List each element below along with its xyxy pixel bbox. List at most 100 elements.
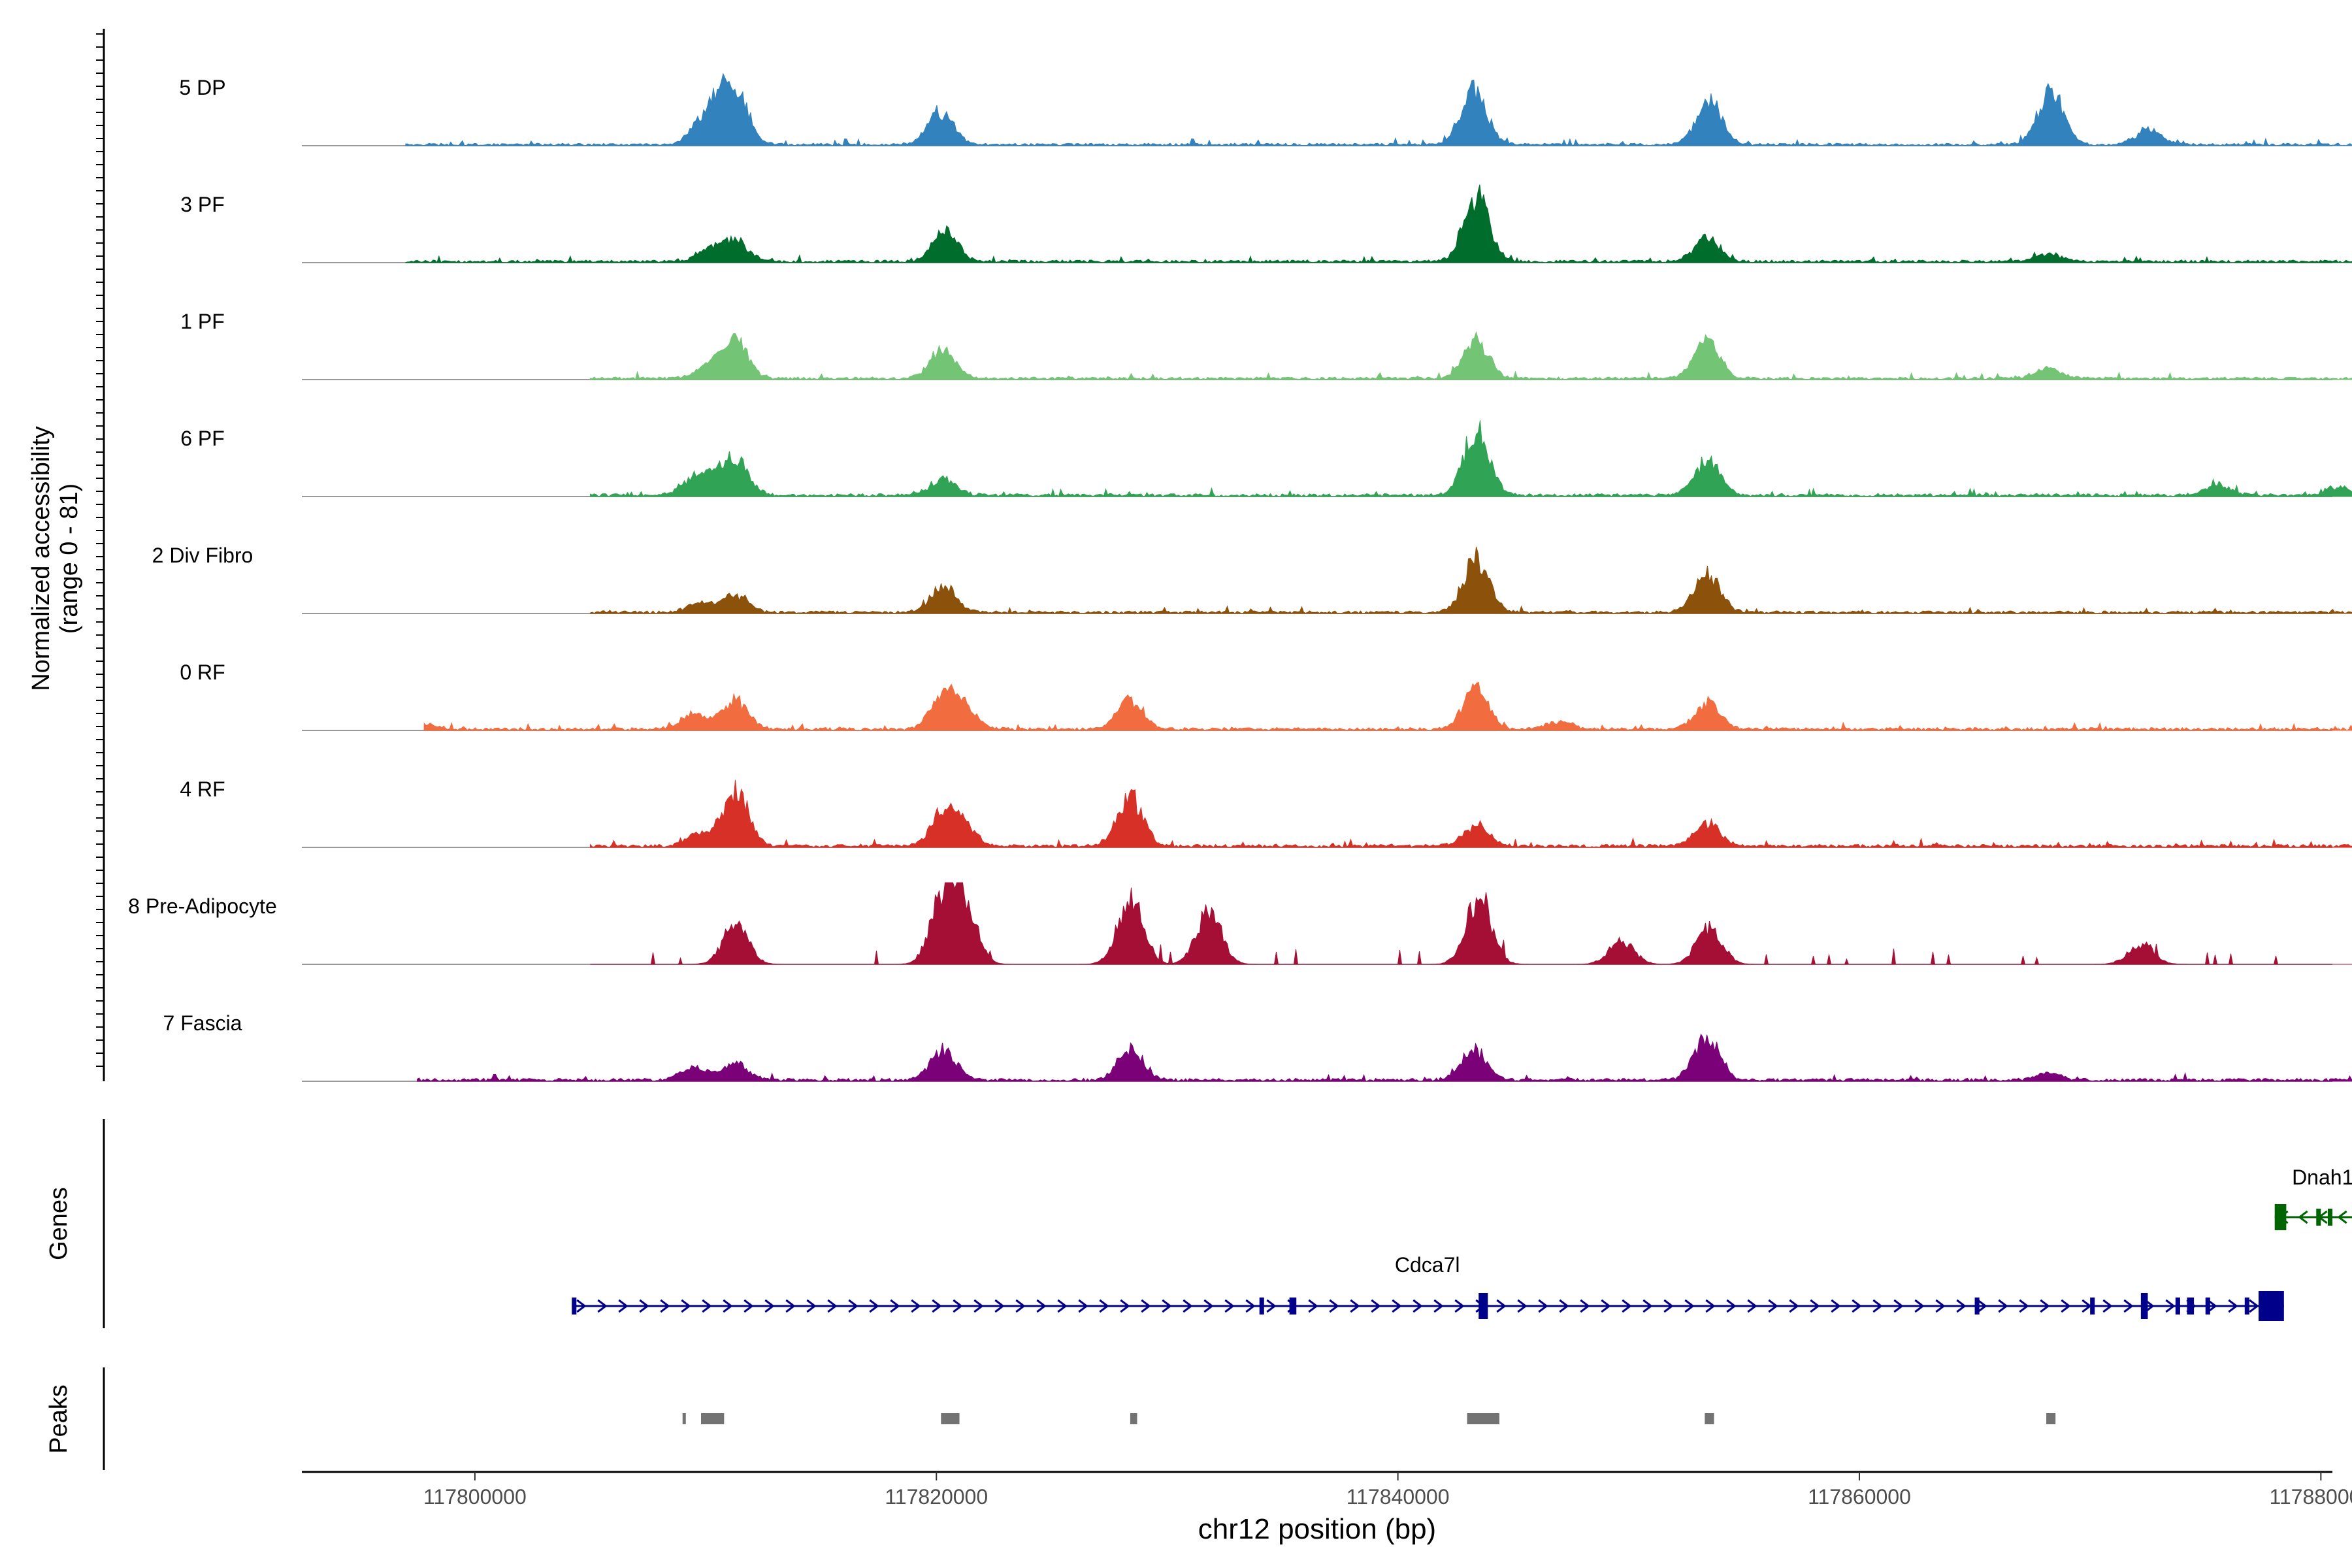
strand-chevron (639, 1299, 649, 1313)
strand-chevron (1810, 1299, 1820, 1313)
coverage-track: 2 Div Fibro (152, 544, 2352, 614)
coverage-area (590, 420, 2352, 498)
strand-chevron (1517, 1299, 1527, 1313)
coverage-tracks: 5 DP 3 PF 1 PF 6 PF 2 Div Fibro 0 RF 4 RF 8 Pre… (128, 73, 2352, 1082)
strand-chevron (2019, 1299, 2029, 1313)
strand-chevron (1559, 1299, 1569, 1313)
strand-chevron (1601, 1299, 1611, 1313)
strand-chevron (723, 1299, 733, 1313)
coverage-area (405, 73, 2352, 146)
strand-chevron (2165, 1299, 2176, 1313)
gene-model: Dnah11 (2274, 1166, 2352, 1230)
gene-exon (2205, 1298, 2210, 1315)
gene-exon (1289, 1298, 1297, 1315)
strand-chevron (1977, 1299, 1987, 1313)
strand-chevron (2249, 1299, 2259, 1313)
strand-chevron (1496, 1299, 1507, 1313)
strand-chevron (1224, 1299, 1235, 1313)
genes-track-label: Genes (45, 1187, 73, 1260)
strand-chevron (1789, 1299, 1799, 1313)
strand-chevron (1413, 1299, 1423, 1313)
coverage-area (423, 682, 2352, 731)
strand-chevron (681, 1299, 691, 1313)
track-label: 1 PF (180, 310, 225, 333)
strand-chevron (1120, 1299, 1130, 1313)
strand-chevron (1203, 1299, 1214, 1313)
coverage-track: 7 Fascia (163, 1011, 2352, 1082)
strand-chevron (1831, 1299, 1841, 1313)
track-label: 0 RF (180, 661, 225, 684)
strand-chevron (1580, 1299, 1590, 1313)
strand-chevron (785, 1299, 796, 1313)
strand-chevron (1956, 1299, 1967, 1313)
coverage-track: 0 RF (180, 661, 2352, 731)
coverage-track: 8 Pre-Adipocyte (128, 882, 2352, 965)
peaks-track (682, 1413, 2056, 1424)
gene-exon (2244, 1298, 2249, 1315)
track-label: 2 Div Fibro (152, 544, 253, 567)
gene-label: Cdca7l (1395, 1253, 1460, 1277)
strand-chevron (994, 1299, 1005, 1313)
strand-chevron (1893, 1299, 1904, 1313)
strand-chevron (1371, 1299, 1381, 1313)
coverage-area (590, 546, 2352, 614)
gene-exon (572, 1298, 577, 1315)
coverage-track: 3 PF (180, 184, 2352, 263)
strand-chevron (2207, 1299, 2217, 1313)
gene-exon (2140, 1293, 2148, 1319)
strand-chevron (1747, 1299, 1757, 1313)
track-label: 3 PF (180, 193, 225, 216)
strand-chevron (576, 1299, 587, 1313)
gene-annotation-track: Cdca7l Dnah11 (572, 1166, 2352, 1321)
strand-chevron (1998, 1299, 2008, 1313)
strand-chevron (1433, 1299, 1444, 1313)
coverage-area (417, 1033, 2352, 1082)
peak-region (701, 1413, 725, 1424)
x-tick-label: 117800000 (423, 1485, 527, 1509)
x-tick-label: 117820000 (885, 1485, 988, 1509)
strand-chevron (1768, 1299, 1778, 1313)
track-label: 7 Fascia (163, 1011, 242, 1035)
strand-chevron (973, 1299, 984, 1313)
coverage-area (590, 882, 2352, 965)
strand-chevron (1350, 1299, 1360, 1313)
gene-exon (2258, 1291, 2284, 1321)
strand-chevron (1705, 1299, 1716, 1313)
gene-exon (2090, 1298, 2095, 1315)
y-axis-label-line1: Normalized accessibility (27, 426, 55, 691)
x-axis-label: chr12 position (bp) (1198, 1513, 1436, 1545)
x-tick-label: 117880000 (2269, 1485, 2352, 1509)
strand-chevron (869, 1299, 879, 1313)
strand-chevron (1245, 1299, 1256, 1313)
gene-exon (2175, 1298, 2180, 1315)
strand-chevron (702, 1299, 712, 1313)
strand-chevron (1642, 1299, 1653, 1313)
strand-chevron (1538, 1299, 1548, 1313)
peak-region (1130, 1413, 1137, 1424)
strand-chevron (1099, 1299, 1109, 1313)
strand-chevron (1078, 1299, 1088, 1313)
strand-chevron (2102, 1299, 2113, 1313)
coverage-area (405, 184, 2352, 263)
strand-chevron (2337, 1210, 2347, 1224)
strand-chevron (1663, 1299, 1674, 1313)
gene-exon (2274, 1204, 2287, 1230)
track-label: 5 DP (179, 76, 225, 99)
peak-region (941, 1413, 960, 1424)
strand-chevron (618, 1299, 629, 1313)
coverage-track: 5 DP (179, 73, 2352, 146)
x-tick-label: 117840000 (1347, 1485, 1450, 1509)
strand-chevron (848, 1299, 858, 1313)
strand-chevron (1141, 1299, 1151, 1313)
strand-chevron (1935, 1299, 1946, 1313)
strand-chevron (1162, 1299, 1172, 1313)
x-axis-ticks: 117800000 117820000 117840000 117860000 1178… (423, 1472, 2352, 1509)
peak-region (1705, 1413, 1714, 1424)
coverage-track: 6 PF (180, 420, 2352, 498)
gene-exon (2187, 1298, 2195, 1315)
peak-region (1467, 1413, 1500, 1424)
strand-chevron (1183, 1299, 1193, 1313)
strand-chevron (1392, 1299, 1402, 1313)
track-label: 8 Pre-Adipocyte (128, 894, 277, 918)
